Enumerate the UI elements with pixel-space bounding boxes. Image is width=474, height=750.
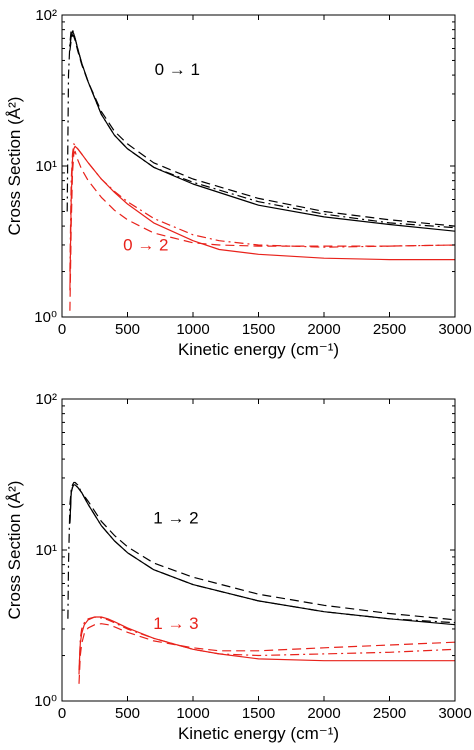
x-tick-label: 1000 [176, 321, 209, 338]
x-tick-label: 3000 [438, 705, 471, 722]
y-tick-label: 10² [35, 7, 57, 24]
y-axis-title: Cross Section (Å²) [5, 97, 24, 236]
transition-label-1: 1 → 2 [153, 508, 198, 527]
y-tick-label: 10¹ [35, 542, 57, 559]
plot-frame [61, 14, 456, 318]
x-tick-label: 2500 [373, 321, 406, 338]
x-tick-label: 2500 [373, 705, 406, 722]
transition-label-2: 0 → 2 [123, 236, 168, 255]
x-axis-title: Kinetic energy (cm⁻¹) [178, 340, 339, 359]
x-tick-label: 2000 [307, 321, 340, 338]
x-tick-label: 500 [115, 321, 140, 338]
series-line-4 [78, 616, 455, 671]
x-tick-label: 2000 [307, 705, 340, 722]
series-line-1 [69, 30, 455, 232]
y-tick-label: 10² [35, 391, 57, 408]
series-line-2 [69, 484, 455, 621]
x-tick-label: 1500 [242, 321, 275, 338]
y-tick-label: 10¹ [35, 158, 57, 175]
y-tick-label: 10⁰ [34, 693, 57, 710]
y-tick-label: 10⁰ [34, 309, 57, 326]
transition-label-2: 1 → 3 [153, 614, 198, 633]
series-line-2 [69, 34, 455, 227]
x-tick-label: 1500 [242, 705, 275, 722]
series-line-5 [78, 623, 455, 684]
series-line-4 [69, 145, 455, 291]
series-group [67, 481, 455, 684]
x-tick-label: 1000 [176, 705, 209, 722]
series-line-3 [66, 29, 455, 229]
chart-panel-2: 0 500 1000 1500 2000 2500 3000 10⁰ 10¹ 10² Kinetic… [5, 391, 472, 743]
series-line-5 [69, 150, 455, 311]
y-axis-title: Cross Section (Å²) [5, 481, 24, 620]
series-group [66, 29, 455, 311]
x-tick-label: 3000 [438, 321, 471, 338]
x-tick-label: 0 [58, 705, 66, 722]
series-line-3 [67, 481, 455, 624]
series-line-6 [78, 616, 455, 675]
x-tick-label: 500 [115, 705, 140, 722]
chart-panel-1: 0 500 1000 1500 2000 2500 3000 10⁰ 10¹ 10² Kinetic… [5, 7, 472, 359]
series-line-1 [69, 484, 455, 626]
x-axis-title: Kinetic energy (cm⁻¹) [178, 724, 339, 743]
transition-label-1: 0 → 1 [155, 60, 200, 79]
x-tick-label: 0 [58, 321, 66, 338]
